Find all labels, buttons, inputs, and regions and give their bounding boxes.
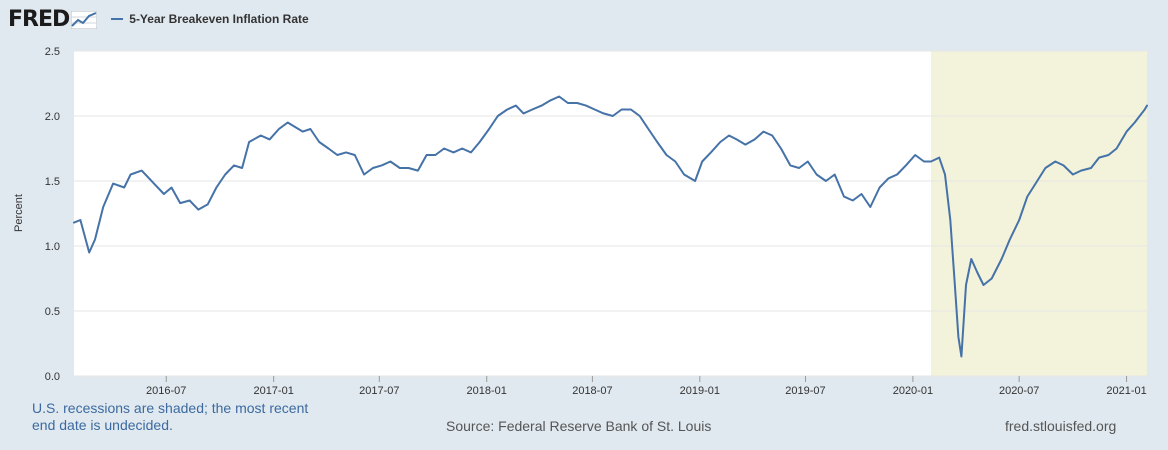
legend-series-label[interactable]: 5-Year Breakeven Inflation Rate xyxy=(129,12,309,26)
x-tick-label: 2021-01 xyxy=(1106,385,1146,397)
y-tick-label: 2.0 xyxy=(45,111,60,123)
y-axis: 0.0 0.5 1.0 1.5 2.0 2.5 xyxy=(45,46,60,383)
x-tick-label: 2019-01 xyxy=(680,385,720,397)
x-tick-label: 2016-07 xyxy=(146,385,186,397)
y-tick-label: 2.5 xyxy=(45,46,60,58)
fred-logo-graph-icon xyxy=(71,11,98,29)
y-tick-label: 1.0 xyxy=(45,241,60,253)
x-tick-label: 2017-01 xyxy=(253,385,293,397)
y-tick-label: 0.0 xyxy=(45,371,60,383)
x-tick-label: 2019-07 xyxy=(785,385,825,397)
recession-shading-layer xyxy=(930,51,1147,376)
fred-logo[interactable]: FRED xyxy=(8,6,70,32)
x-tick-label: 2017-07 xyxy=(359,385,399,397)
y-tick-label: 1.5 xyxy=(45,176,60,188)
legend-swatch xyxy=(111,18,124,20)
x-tick-label: 2020-01 xyxy=(893,385,933,397)
series-line-layer xyxy=(73,95,1148,358)
recession-note: U.S. recessions are shaded; the most rec… xyxy=(32,400,309,433)
recession-shade-0 xyxy=(930,51,1147,376)
x-axis: 2016-07 2017-01 2017-07 2018-01 2018-07 2019-… xyxy=(146,376,1147,397)
x-tick-label: 2018-01 xyxy=(467,385,507,397)
x-tick-label: 2020-07 xyxy=(999,385,1039,397)
source-url[interactable]: fred.stlouisfed.org xyxy=(1005,418,1117,434)
y-axis-label: Percent xyxy=(13,194,25,232)
x-tick-label: 2018-07 xyxy=(572,385,612,397)
chart-header: FRED 5-Year Breakeven Inflation Rate xyxy=(8,6,309,32)
source-note: Source: Federal Reserve Bank of St. Loui… xyxy=(446,418,712,434)
series-line-0[interactable] xyxy=(73,95,1148,358)
y-tick-label: 0.5 xyxy=(45,306,60,318)
legend: 5-Year Breakeven Inflation Rate xyxy=(111,12,309,26)
